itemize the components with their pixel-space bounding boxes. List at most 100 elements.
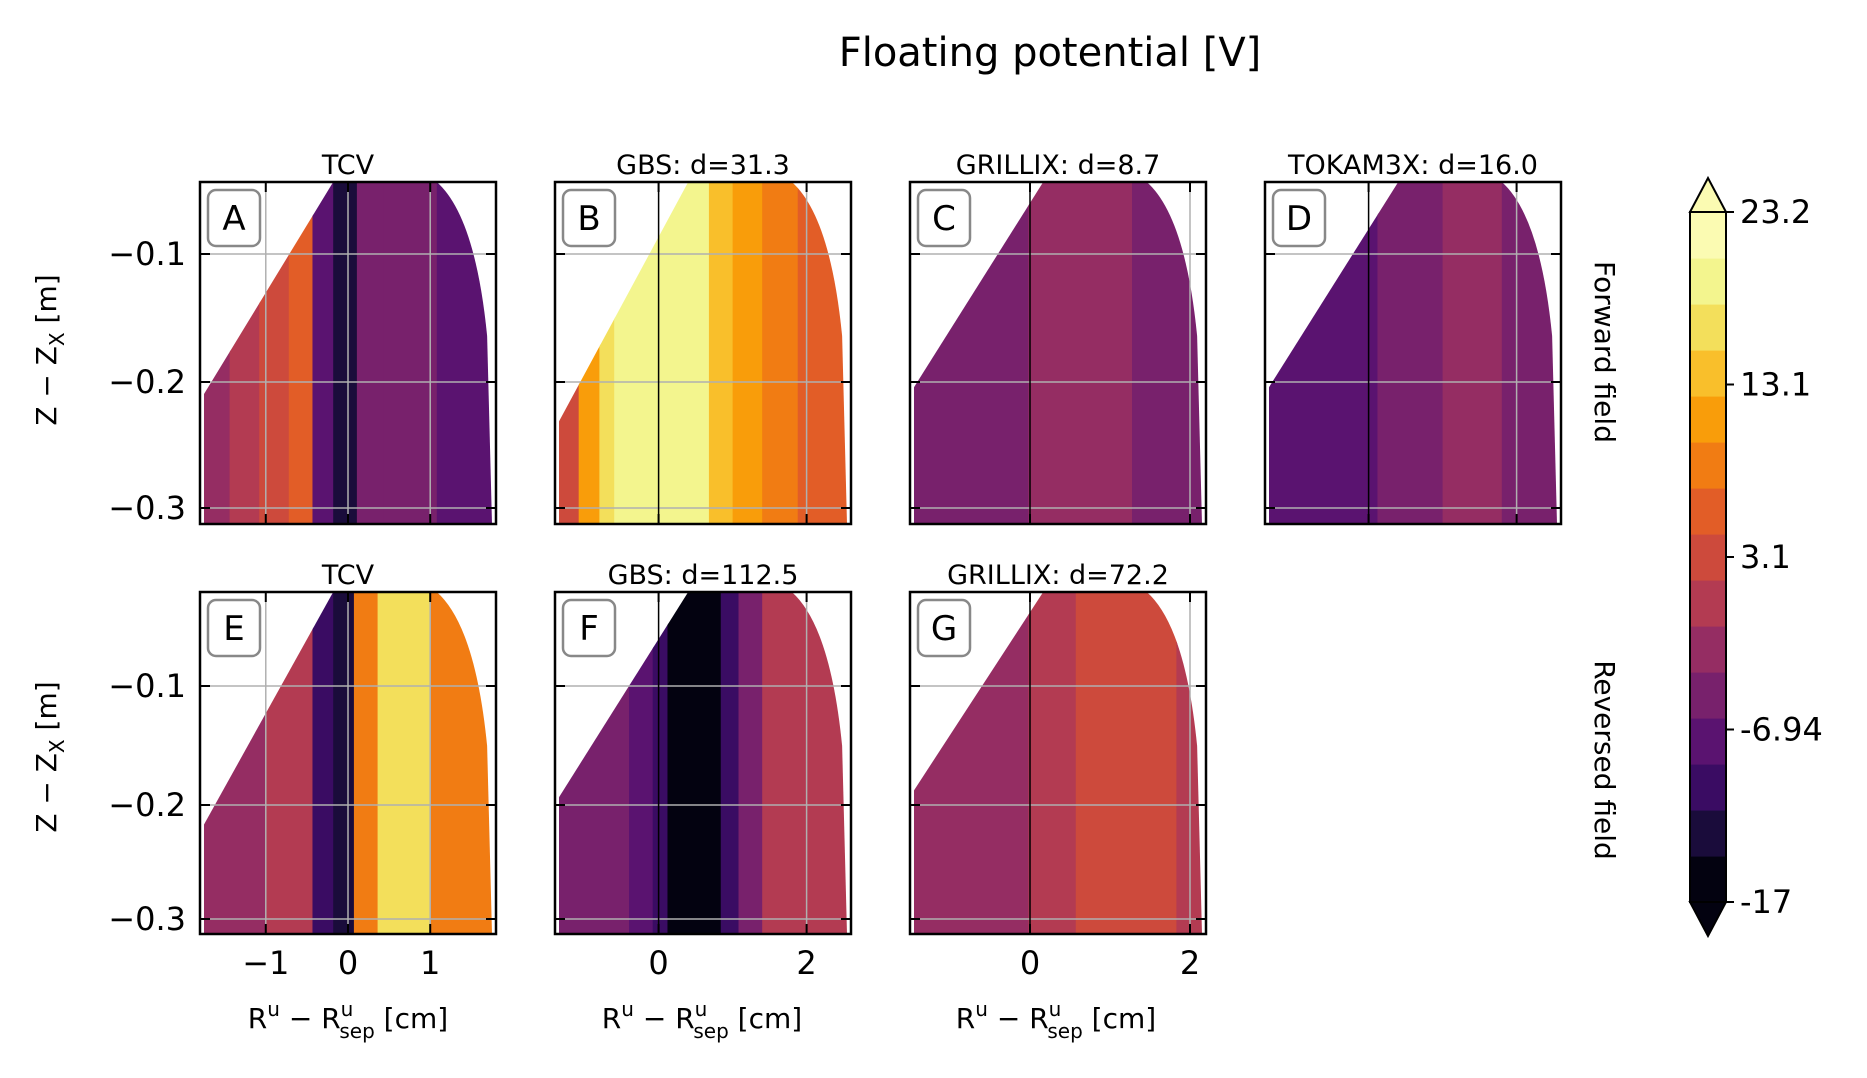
colorbar-level bbox=[1690, 856, 1726, 903]
axes-frame bbox=[908, 180, 1208, 526]
colorbar-tick-label: -17 bbox=[1740, 883, 1792, 921]
ytick-label: −0.1 bbox=[108, 235, 186, 273]
contour-band bbox=[762, 182, 799, 524]
xlabel-g-sup: u bbox=[975, 997, 988, 1021]
panel-badge bbox=[916, 598, 972, 658]
colorbar-level bbox=[1690, 396, 1726, 443]
xlabel-f-r: R bbox=[602, 1002, 621, 1035]
xlabel-f-sub: sep bbox=[693, 1019, 728, 1043]
heatmap-fill bbox=[914, 592, 1202, 934]
xlabel-g-sup2: u bbox=[1049, 997, 1062, 1021]
colorbar-extend-min bbox=[1688, 901, 1728, 939]
panel-badge bbox=[916, 188, 972, 248]
contour-band bbox=[1028, 182, 1133, 524]
colorbar-tick-label: -6.94 bbox=[1740, 711, 1823, 749]
axes-frame bbox=[1263, 180, 1563, 526]
panel-g: GRILLIX: d=72.2 G 0 2 bbox=[908, 560, 1208, 982]
panel-letter: G bbox=[931, 609, 957, 649]
contour-band bbox=[353, 592, 379, 934]
contour-band bbox=[1075, 592, 1178, 934]
colorbar-level bbox=[1690, 626, 1726, 673]
xtick-label: 2 bbox=[796, 944, 816, 982]
panel-letter: F bbox=[579, 609, 599, 649]
panel-title: TOKAM3X: d=16.0 bbox=[1287, 150, 1538, 181]
panels: TCV A −0.1 −0.2 −0.3 GBS: d=31.3 B GRILLIX: d=8… bbox=[108, 150, 1563, 982]
colorbar-level bbox=[1690, 534, 1726, 581]
xlabel-e-mid: − R bbox=[280, 1002, 341, 1035]
colorbar-extend-max bbox=[1688, 175, 1728, 213]
panel-c: GRILLIX: d=8.7C bbox=[908, 150, 1208, 526]
xlabel-e-sup: u bbox=[267, 997, 280, 1021]
xlabel-f-sup2: u bbox=[695, 997, 708, 1021]
panel-title: GBS: d=31.3 bbox=[616, 150, 790, 181]
colorbar-level bbox=[1690, 350, 1726, 397]
panel-title: TCV bbox=[321, 560, 375, 591]
contour-band bbox=[312, 592, 335, 934]
contour-band bbox=[738, 592, 764, 934]
panel-letter: B bbox=[577, 199, 600, 239]
panel-b: GBS: d=31.3 B bbox=[553, 150, 853, 526]
panel-e: TCV E −0.1 −0.2 −0.3 −1 0 1 bbox=[108, 560, 498, 982]
contour-band bbox=[732, 182, 764, 524]
colorbar-level bbox=[1690, 718, 1726, 765]
xtick-label: −1 bbox=[242, 944, 289, 982]
axes-frame bbox=[553, 180, 853, 526]
colorbar-level bbox=[1690, 258, 1726, 305]
panel-badge bbox=[206, 188, 262, 248]
ytick-label: −0.2 bbox=[108, 786, 186, 824]
panel-title: GRILLIX: d=8.7 bbox=[956, 150, 1161, 181]
xlabel-g-unit: [cm] bbox=[1083, 1002, 1156, 1035]
colorbar-level bbox=[1690, 580, 1726, 627]
contour-band bbox=[652, 592, 669, 934]
contour-band bbox=[1442, 182, 1503, 524]
ylabel-top-sub: X bbox=[45, 332, 69, 346]
panel-title: TCV bbox=[321, 150, 375, 181]
contour-band bbox=[720, 592, 740, 934]
row-label-forward: Forward field bbox=[1588, 261, 1621, 443]
ylabel-bottom-unit: [m] bbox=[30, 681, 63, 739]
colorbar-level bbox=[1690, 442, 1726, 489]
row-label-reversed: Reversed field bbox=[1588, 660, 1621, 860]
xlabel-e-sup2: u bbox=[341, 997, 354, 1021]
ytick-label: −0.1 bbox=[108, 667, 186, 705]
panel-badge bbox=[1271, 188, 1327, 248]
xlabel-g: Ru − Ru sep [cm] bbox=[956, 997, 1156, 1043]
contour-band bbox=[288, 182, 314, 524]
contour-band bbox=[430, 592, 492, 934]
contour-band bbox=[312, 182, 335, 524]
colorbar-level bbox=[1690, 212, 1726, 259]
xlabel-e-unit: [cm] bbox=[375, 1002, 448, 1035]
ytick-label: −0.2 bbox=[108, 363, 186, 401]
ylabel-top: Z − ZX [m] bbox=[30, 274, 69, 425]
contour-band bbox=[667, 592, 722, 934]
panel-letter: E bbox=[223, 609, 244, 649]
panel-badge bbox=[561, 188, 617, 248]
xlabel-e: Ru − Ru sep [cm] bbox=[248, 997, 448, 1043]
colorbar-level bbox=[1690, 764, 1726, 811]
contour-band bbox=[333, 592, 355, 934]
contour-band bbox=[265, 592, 314, 934]
xlabel-e-r: R bbox=[248, 1002, 267, 1035]
panel-badge bbox=[561, 598, 617, 658]
contour-band bbox=[1132, 182, 1202, 524]
panel-letter: D bbox=[1286, 199, 1312, 239]
panel-a: TCV A −0.1 −0.2 −0.3 bbox=[108, 150, 498, 527]
contour-band bbox=[259, 182, 290, 524]
ylabel-bottom-sub: X bbox=[45, 739, 69, 753]
contour-band bbox=[1377, 182, 1444, 524]
xlabel-f: Ru − Ru sep [cm] bbox=[602, 997, 802, 1043]
colorbar-tick-label: 13.1 bbox=[1740, 366, 1811, 404]
colorbar-level bbox=[1690, 304, 1726, 351]
xlabel-g-mid: − R bbox=[988, 1002, 1049, 1035]
xtick-label: 2 bbox=[1180, 944, 1200, 982]
contour-band bbox=[708, 182, 734, 524]
colorbar-tick-label: 23.2 bbox=[1740, 193, 1811, 231]
axes-frame bbox=[908, 590, 1208, 936]
figure-title: Floating potential [V] bbox=[839, 30, 1262, 76]
ylabel-top-unit: [m] bbox=[30, 274, 63, 332]
panel-letter: A bbox=[222, 199, 245, 239]
ylabel-top-main: Z − Z bbox=[30, 346, 63, 426]
xtick-label: 1 bbox=[420, 944, 440, 982]
xtick-label: 0 bbox=[1020, 944, 1040, 982]
